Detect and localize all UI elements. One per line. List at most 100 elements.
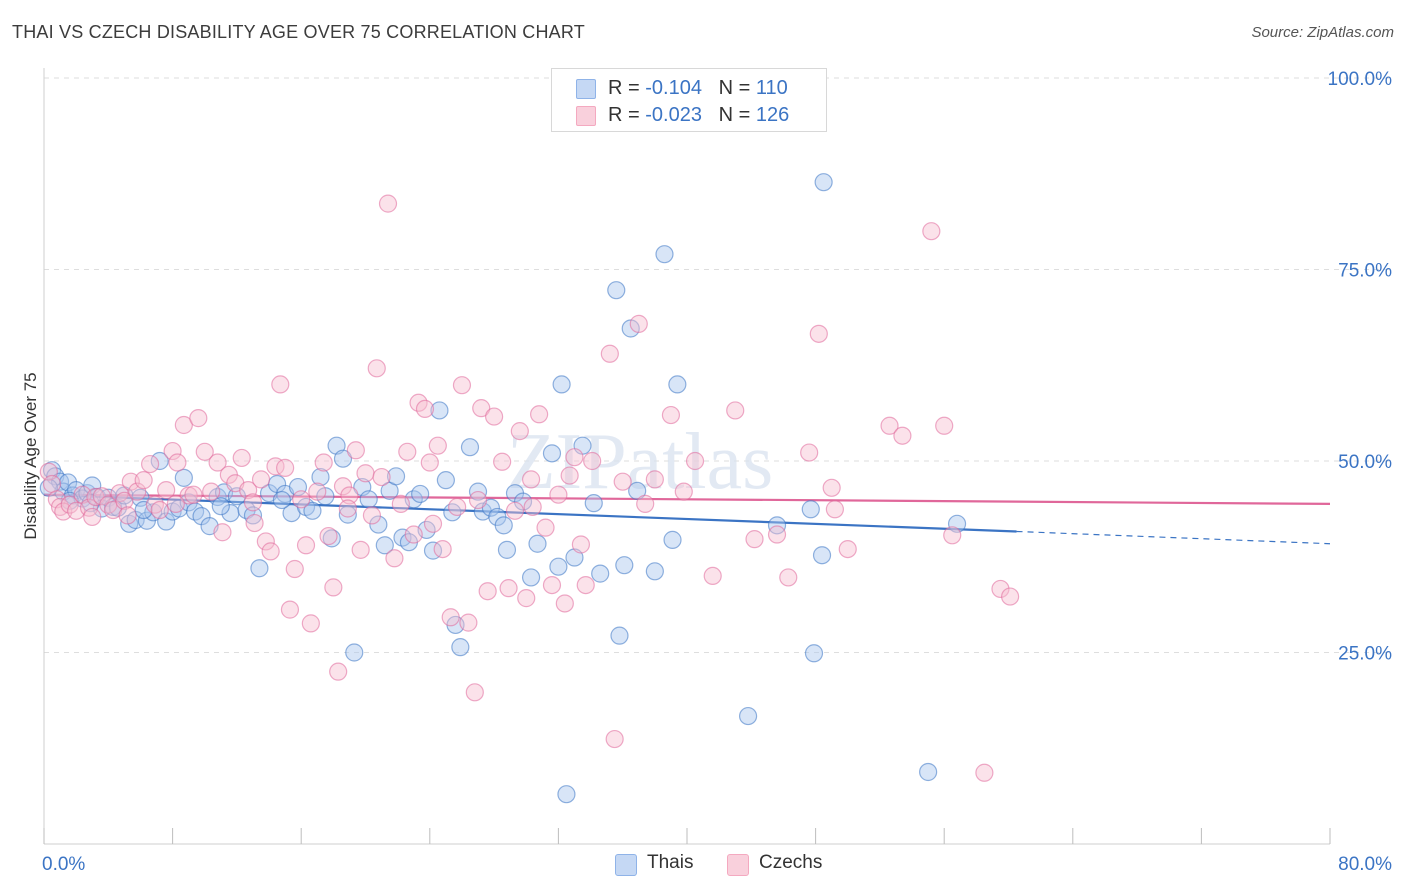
czechs-point-62 (385, 549, 404, 568)
czechs-point-72 (448, 497, 467, 517)
thais-point-74 (497, 540, 517, 559)
thais-point-98 (801, 500, 820, 519)
thais-point-91 (628, 481, 647, 500)
czechs-point-69 (428, 436, 447, 455)
czechs-point-80 (499, 579, 518, 598)
czechs-point-85 (530, 405, 549, 424)
thais-point-65 (443, 503, 462, 522)
x-tick-label-min: 0.0% (42, 854, 85, 875)
czechs-point-19 (145, 495, 165, 514)
thais-point-33 (227, 487, 246, 506)
czechs-point-56 (351, 540, 370, 559)
czechs-point-46 (296, 536, 316, 555)
y-tick-label-100: 100.0% (1328, 69, 1393, 90)
czechs-point-18 (140, 454, 160, 474)
czechs-point-64 (398, 442, 417, 461)
czechs-point-114 (935, 416, 954, 435)
thais-point-57 (393, 528, 412, 547)
thais-point-73 (494, 516, 513, 535)
czechs-point-97 (629, 314, 648, 333)
thais-point-101 (814, 173, 833, 192)
thais-point-87 (607, 281, 626, 300)
czechs-point-50 (319, 526, 338, 546)
czechs-point-89 (555, 594, 574, 613)
thais-point-81 (552, 375, 571, 394)
thais-point-89 (615, 556, 634, 575)
czechs-point-30 (208, 453, 227, 472)
chart-title: THAI VS CZECH DISABILITY AGE OVER 75 COR… (12, 22, 585, 42)
legend-text-czechs: R = -0.023 N = 126 (608, 104, 790, 126)
czechs-point-57 (356, 464, 375, 483)
czechs-point-82 (510, 422, 529, 441)
thais-point-25 (174, 468, 193, 487)
czechs-point-71 (441, 608, 460, 627)
czechs-point-23 (168, 453, 187, 472)
thais-point-100 (812, 546, 832, 565)
czechs-point-52 (329, 662, 348, 681)
thais-point-68 (460, 438, 480, 457)
czechs-point-83 (517, 589, 536, 608)
czechs-point-27 (189, 409, 208, 428)
czechs-point-101 (685, 451, 705, 471)
czechs-point-95 (600, 344, 619, 363)
czechs-point-24 (174, 415, 193, 435)
legend-text-thais: R = -0.104 N = 110 (608, 77, 788, 99)
czechs-point-4 (54, 502, 73, 521)
y-tick-label-50: 50.0% (1338, 452, 1392, 473)
czechs-point-78 (485, 407, 504, 426)
czechs-point-54 (340, 486, 359, 505)
czechs-point-22 (163, 441, 182, 461)
czechs-point-105 (779, 568, 798, 587)
czechs-point-117 (991, 579, 1010, 599)
czechs-point-42 (276, 458, 295, 477)
thais-point-48 (333, 449, 353, 468)
czechs-point-103 (726, 401, 745, 420)
czechs-point-60 (372, 467, 391, 487)
thais-point-79 (542, 444, 562, 463)
czechs-point-118 (1001, 587, 1020, 606)
czechs-point-108 (822, 478, 841, 497)
czechs-point-1 (42, 474, 62, 494)
thais-point-50 (345, 643, 364, 662)
czechs-point-14 (115, 491, 134, 510)
czechs-point-39 (261, 542, 280, 561)
czechs-point-81 (505, 501, 525, 520)
y-axis-label: Disability Age Over 75 (21, 372, 40, 539)
czechs-point-55 (346, 441, 365, 460)
czechs-point-38 (256, 532, 275, 551)
legend-swatch-thais (576, 79, 596, 99)
czechs-point-29 (202, 482, 221, 501)
thais-point-86 (591, 564, 610, 583)
czechs-point-76 (472, 399, 491, 418)
czechs-point-28 (195, 442, 214, 461)
czechs-point-92 (571, 535, 591, 554)
czechs-point-107 (809, 324, 828, 343)
thais-point-63 (430, 401, 449, 420)
thais-point-93 (655, 245, 674, 264)
czechs-point-115 (943, 526, 962, 545)
y-tick-label-25: 25.0% (1338, 644, 1392, 665)
tick-labels: 25.0% 50.0% 75.0% 100.0% 0.0% 80.0% (42, 69, 1392, 875)
thais-point-56 (386, 467, 406, 486)
thais-point-107 (134, 500, 153, 520)
czechs-point-25 (179, 486, 198, 505)
czechs-point-93 (576, 575, 595, 595)
czechs-point-110 (838, 539, 857, 559)
thais-point-103 (947, 514, 967, 533)
thais-point-35 (243, 506, 263, 525)
czechs-point-129 (745, 530, 764, 549)
czechs-point-88 (549, 485, 568, 504)
czechs-point-21 (157, 481, 176, 500)
czechs-point-51 (324, 578, 343, 597)
czechs-point-109 (825, 500, 844, 519)
x-tick-label-max: 80.0% (1338, 854, 1392, 875)
thais-point-99 (804, 644, 824, 663)
czechs-point-26 (184, 485, 203, 504)
thais-point-64 (436, 471, 455, 490)
czechs-point-47 (301, 614, 320, 633)
thais-point-77 (521, 568, 541, 587)
czechs-point-128 (674, 482, 693, 501)
legend-swatch-czechs (576, 106, 596, 126)
czechs-point-100 (661, 405, 681, 425)
